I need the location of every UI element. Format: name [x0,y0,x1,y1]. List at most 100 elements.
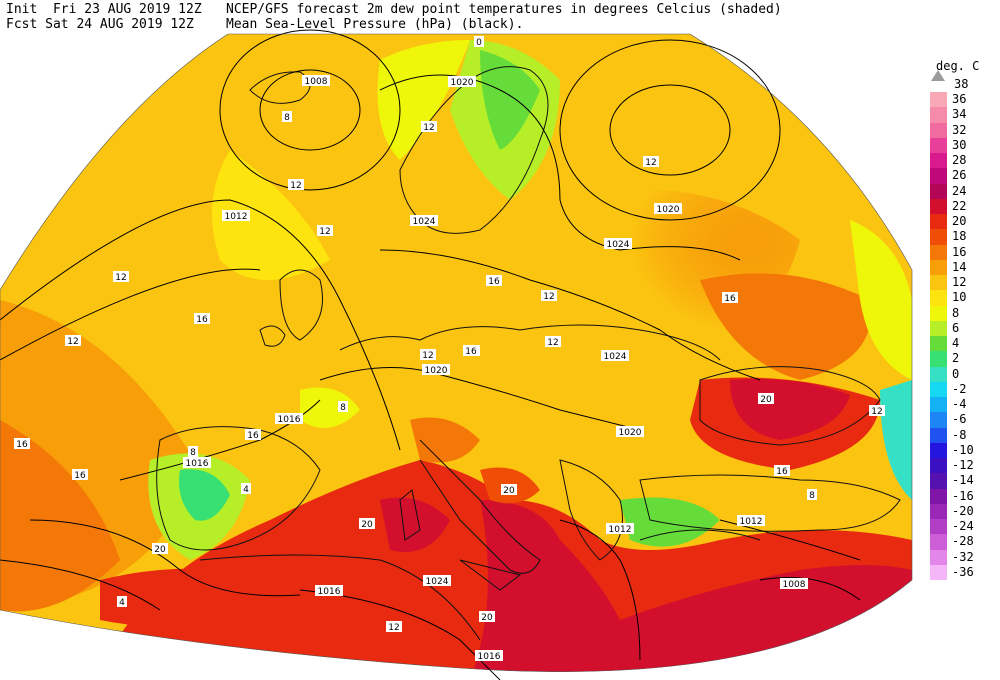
legend-swatch [930,427,947,443]
svg-text:12: 12 [423,123,434,133]
legend-label: -2 [952,381,967,396]
legend-label: 6 [952,320,960,335]
legend-row: -14 [930,473,990,489]
svg-text:1024: 1024 [604,352,627,362]
legend-label: 8 [952,305,960,320]
legend-swatch [930,549,947,565]
legend-row: -4 [930,397,990,413]
svg-text:20: 20 [481,613,493,623]
legend-row: 12 [930,275,990,291]
dewpoint-label: 20 [758,393,774,405]
legend-row: -10 [930,442,990,458]
legend-swatch [930,381,947,397]
svg-text:1016: 1016 [318,587,341,597]
svg-text:1024: 1024 [607,240,630,250]
legend-label: 32 [952,122,967,137]
legend-row: 26 [930,168,990,184]
legend-swatch [930,122,947,138]
dewpoint-label: 8 [338,401,348,413]
legend-row: 34 [930,107,990,123]
svg-text:16: 16 [776,467,788,477]
legend-swatch [930,412,947,428]
svg-text:12: 12 [543,292,554,302]
legend-swatch [930,564,947,580]
svg-text:12: 12 [67,337,78,347]
legend-row: -8 [930,427,990,443]
isobar-label: 1012 [222,210,250,222]
legend-row: 2 [930,351,990,367]
forecast-time: Fcst Sat 24 AUG 2019 12Z [6,17,194,32]
dewpoint-label: 16 [486,275,502,287]
dewpoint-label: 4 [117,596,127,608]
legend-label: -24 [952,519,974,533]
svg-text:20: 20 [760,395,772,405]
dewpoint-label: 12 [421,121,437,133]
dewpoint-label: 20 [479,611,495,623]
header-title: NCEP/GFS forecast 2m dew point temperatu… [226,2,782,32]
legend-label: -6 [952,412,967,427]
legend-label: -12 [952,458,974,472]
legend-swatch [930,534,947,550]
svg-text:12: 12 [871,407,882,417]
svg-text:1020: 1020 [619,428,642,438]
svg-text:4: 4 [243,485,249,495]
isobar-label: 1024 [604,238,632,250]
legend-unit: deg. C [936,59,980,73]
legend-swatch [930,290,947,306]
svg-text:12: 12 [388,623,399,633]
legend-row: -32 [930,549,990,565]
legend-row: -36 [930,564,990,580]
svg-text:1016: 1016 [278,415,301,425]
legend-row: 36 [930,92,990,108]
isobar-label: 1016 [275,413,303,425]
svg-text:8: 8 [190,448,196,458]
legend-label: -4 [952,397,967,411]
legend-swatch [930,275,947,291]
svg-text:12: 12 [422,351,433,361]
legend-row: 6 [930,320,990,336]
svg-text:12: 12 [547,338,558,348]
legend-row: 28 [930,153,990,169]
legend-swatch [930,397,947,413]
svg-text:1020: 1020 [657,205,680,215]
legend-row: 16 [930,244,990,260]
legend-label: 2 [952,351,960,366]
legend-swatch [930,168,947,184]
title-line-2: Mean Sea-Level Pressure (hPa) (black). [226,17,524,32]
legend-swatch [930,519,947,535]
dewpoint-label: 16 [722,292,738,304]
isobar-labels: 1008 1012 1024 1020 1024 1024 1020 1016 1020 1016… [183,75,808,662]
dewpoint-label: 20 [501,484,517,496]
legend-row: 18 [930,229,990,245]
dewpoint-label: 12 [420,349,436,361]
legend-swatch [930,259,947,275]
title-line-1: NCEP/GFS forecast 2m dew point temperatu… [226,2,782,17]
svg-text:16: 16 [74,471,86,481]
legend-top-label: 38 [954,77,969,91]
legend-row: 20 [930,214,990,230]
dewpoint-contour-labels: 0 8 12 12 12 12 16 12 16 20 16 16 12 12 16 20 8 4 16 20 20 16… [14,36,885,633]
legend-row: 8 [930,305,990,321]
legend-swatch [930,229,947,245]
dewpoint-label: 12 [386,621,402,633]
legend-label: -10 [952,442,974,457]
dewpoint-label: 20 [152,543,168,555]
svg-text:1008: 1008 [305,77,328,87]
legend-swatch [930,137,947,153]
legend-row: -28 [930,534,990,550]
legend-swatch [930,244,947,260]
legend-label: 16 [952,244,967,259]
svg-text:0: 0 [476,38,482,48]
dewpoint-label: 16 [72,469,88,481]
legend-row: -2 [930,381,990,397]
dewpoint-label: 12 [541,290,557,302]
legend-swatch [930,92,947,108]
dewpoint-label: 16 [463,345,479,357]
dewpoint-label: 16 [774,465,790,477]
legend-row: -12 [930,458,990,474]
legend-swatch [930,183,947,199]
legend-label: 30 [952,137,967,152]
legend-row: -20 [930,503,990,519]
svg-text:1020: 1020 [451,78,474,88]
